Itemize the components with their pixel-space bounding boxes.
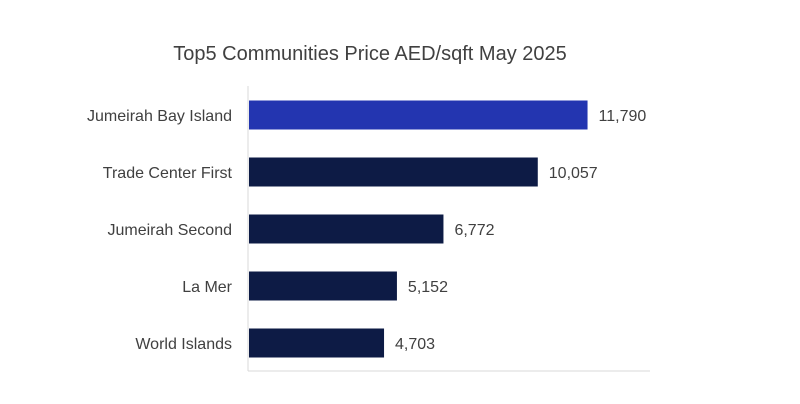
category-label-jumeirah-bay-island: Jumeirah Bay Island [87,108,232,125]
bar-jumeirah-second [249,214,444,244]
category-label-world-islands: World Islands [135,336,232,353]
value-label-jumeirah-second: 6,772 [454,222,494,239]
value-label-la-mer: 5,152 [408,279,448,296]
bar-trade-center-first [249,157,538,187]
bar-jumeirah-bay-island [249,100,588,130]
bar-la-mer [249,271,397,301]
value-label-world-islands: 4,703 [395,336,435,353]
bars-group: Jumeirah Bay Island 11,790 Trade Center Fi… [87,100,647,358]
category-label-la-mer: La Mer [182,279,232,296]
chart-title: Top5 Communities Price AED/sqft May 2025 [173,43,567,65]
bar-world-islands [249,328,385,358]
category-label-jumeirah-second: Jumeirah Second [107,222,232,239]
value-label-trade-center-first: 10,057 [549,165,598,182]
category-label-trade-center-first: Trade Center First [103,165,233,182]
value-label-jumeirah-bay-island: 11,790 [599,108,647,125]
